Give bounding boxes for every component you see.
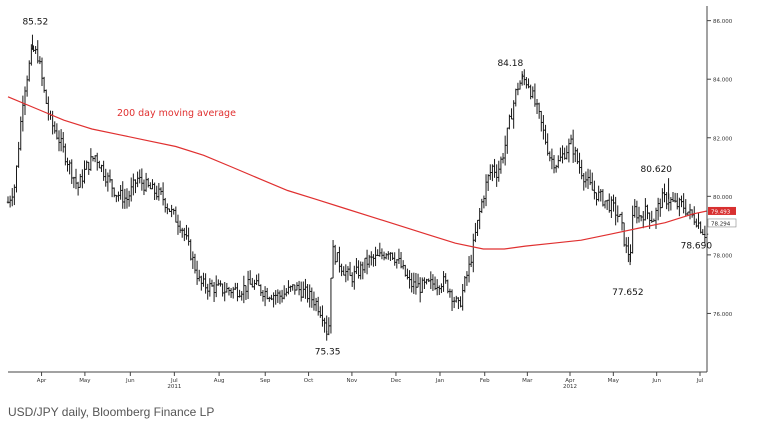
moving-average-series [7,96,708,250]
x-tick-label: Jul [170,378,178,384]
moving-average-label: 200 day moving average [117,108,236,119]
value-annotation: 75.35 [315,347,341,357]
y-tick-label: 78.000 [713,253,733,259]
chart-caption: USD/JPY daily, Bloomberg Finance LP [8,405,215,419]
x-tick-label: Apr [37,378,47,384]
last-value-label: 78.294 [711,221,731,227]
value-annotation: 78.690 [681,242,713,252]
x-tick-label: Dec [391,378,402,384]
x-tick-label: Nov [347,378,358,384]
x-tick-label: Sep [260,378,271,384]
x-tick-label: Feb [480,378,490,384]
x-tick-label: Jan [435,378,445,384]
value-annotation: 85.52 [22,18,48,28]
x-tick-label: May [608,378,620,384]
x-tick-label: Aug [214,378,225,384]
y-tick-label: 84.000 [713,78,733,84]
y-tick-label: 86.000 [713,19,733,25]
value-annotation: 77.652 [612,288,644,298]
chart-axes: 76.000 78.000 80.000 82.000 84.000 86.000 Apr M… [8,6,733,390]
x-year-label: 2012 [563,384,577,390]
x-tick-label: Oct [304,378,314,384]
x-tick-label: Mar [522,378,533,384]
y-tick-label: 80.000 [713,195,733,201]
x-tick-label: May [79,378,91,384]
price-series [6,34,709,341]
x-tick-label: Apr [565,378,575,384]
ma-value-label: 79.493 [711,209,731,215]
y-tick-label: 76.000 [713,312,733,318]
y-tick-label: 82.000 [713,136,733,142]
x-year-label: 2011 [167,384,181,390]
x-tick-label: Jul [696,378,704,384]
chart-annotations: 200 day moving average 79.493 78.294 85.52 7… [22,18,737,357]
x-tick-label: Jun [125,378,135,384]
last-value-badge [707,218,737,228]
ma-value-badge [708,206,736,215]
value-annotation: 80.620 [641,165,673,175]
x-tick-label: Jun [651,378,661,384]
moving-average-line [7,96,708,250]
value-annotation: 84.18 [497,59,523,69]
